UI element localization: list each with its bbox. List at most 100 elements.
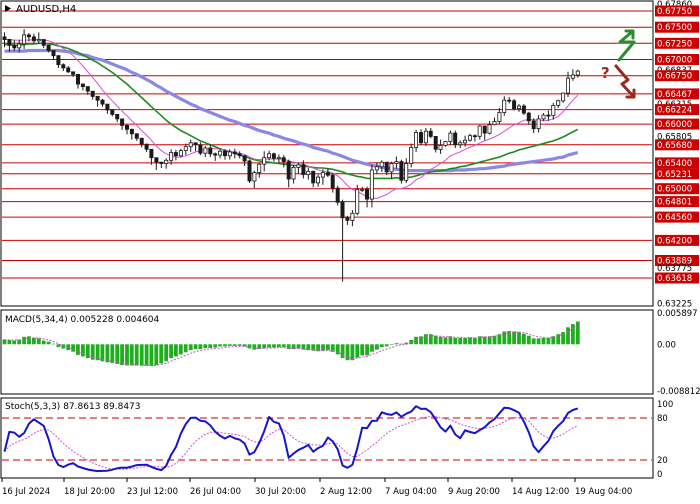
macd-bar — [169, 344, 173, 359]
price-tag-box — [655, 37, 699, 49]
candle-body — [173, 152, 178, 157]
macd-bar — [419, 336, 423, 345]
candles — [2, 29, 580, 282]
candle — [438, 139, 443, 154]
price-label-text: 0.66467 — [657, 90, 692, 100]
candle-body — [218, 150, 223, 156]
candle — [129, 128, 134, 140]
price-label-text: 0.67000 — [657, 56, 692, 66]
signal-arrows: ? — [601, 29, 636, 99]
candle-body — [551, 105, 556, 117]
candle-body — [570, 74, 575, 79]
macd-bar — [125, 344, 129, 366]
symbol-marker-icon — [5, 5, 11, 12]
candle-body — [536, 118, 541, 130]
macd-bar — [183, 344, 188, 353]
candle — [448, 130, 453, 145]
candle-body — [325, 172, 330, 176]
stoch-panel: Stoch(5,3,3) 87.8613 89.8473 — [0, 397, 654, 479]
candle — [159, 161, 164, 168]
candle-body — [389, 163, 394, 173]
macd-bar — [7, 340, 12, 345]
candle-body — [198, 144, 203, 154]
candle-body — [472, 135, 477, 138]
candle-body — [110, 109, 115, 115]
candle-body — [26, 34, 31, 38]
candle — [404, 158, 409, 183]
candle — [56, 55, 61, 68]
macd-axis-label: 0.005897 — [657, 309, 698, 319]
macd-bar — [144, 344, 149, 366]
macd-bar — [375, 344, 379, 350]
candle — [271, 152, 276, 162]
candle-body — [203, 147, 208, 154]
price-label-text: 0.65680 — [657, 141, 692, 151]
candle — [546, 110, 551, 121]
candle — [144, 143, 149, 152]
candle — [570, 69, 575, 81]
candle — [218, 149, 223, 159]
price-tag-box — [655, 196, 699, 208]
time-tick-label: 30 Jul 20:00 — [255, 487, 306, 497]
macd-bar — [556, 334, 561, 345]
candle — [355, 184, 360, 216]
candle-body — [330, 174, 335, 189]
candle-body — [227, 151, 232, 157]
candle — [453, 130, 458, 148]
price-tick-label: 0.65805 — [657, 133, 692, 143]
candle — [203, 146, 208, 158]
macd-bar — [41, 340, 46, 345]
stoch-axis: 100 80 20 0 — [657, 400, 673, 480]
candle-body — [66, 67, 71, 73]
candle-body — [149, 148, 154, 159]
macd-bar — [76, 344, 80, 355]
candle — [276, 154, 281, 164]
candle — [399, 159, 404, 184]
candle-body — [512, 100, 517, 110]
macd-axis-label: 0.00 — [657, 340, 676, 350]
price-label-text: 0.65000 — [657, 185, 692, 195]
price-label-text: 0.67860 — [657, 0, 692, 10]
candle-body — [208, 147, 213, 155]
price-level-tag: 0.64560 — [655, 211, 699, 223]
candle — [379, 160, 384, 172]
price-label-text: 0.67500 — [657, 23, 692, 33]
candle-body — [252, 172, 257, 182]
candle-body — [517, 105, 522, 109]
candle-body — [546, 114, 551, 117]
candle-body — [71, 71, 76, 75]
candle-body — [291, 166, 296, 180]
macd-bar — [355, 344, 360, 358]
macd-bar — [458, 337, 463, 345]
macd-bar — [218, 344, 222, 347]
candle — [71, 71, 76, 77]
price-level-tag: 0.67500 — [655, 21, 699, 33]
macd-bar — [134, 344, 139, 366]
price-level-tag: 0.67750 — [655, 5, 699, 17]
macd-bar — [477, 336, 482, 345]
candle-body — [379, 161, 384, 168]
price-tag-box — [655, 168, 699, 180]
price-label-text: 0.65231 — [657, 170, 692, 180]
stoch-label: Stoch(5,3,3) 87.8613 89.8473 — [5, 402, 141, 412]
candle-body — [276, 157, 281, 160]
candle — [105, 103, 110, 114]
candle-body — [345, 217, 350, 221]
macd-panel-frame — [0, 309, 654, 395]
macd-bar — [404, 342, 409, 345]
candle — [242, 155, 247, 167]
macd-bar — [120, 344, 124, 365]
candle — [477, 124, 482, 140]
candle — [311, 170, 316, 188]
stoch-axis-label: 0 — [657, 470, 662, 480]
symbol-label: AUDUSD,H4 — [16, 4, 76, 15]
candle — [80, 83, 85, 91]
candle — [281, 155, 286, 168]
macd-bar — [208, 344, 213, 348]
candle — [443, 140, 448, 147]
macd-bar — [100, 344, 105, 362]
candle-body — [335, 187, 340, 203]
candle — [423, 128, 428, 147]
candle — [262, 151, 267, 172]
price-level-tag: 0.66224 — [655, 104, 699, 116]
